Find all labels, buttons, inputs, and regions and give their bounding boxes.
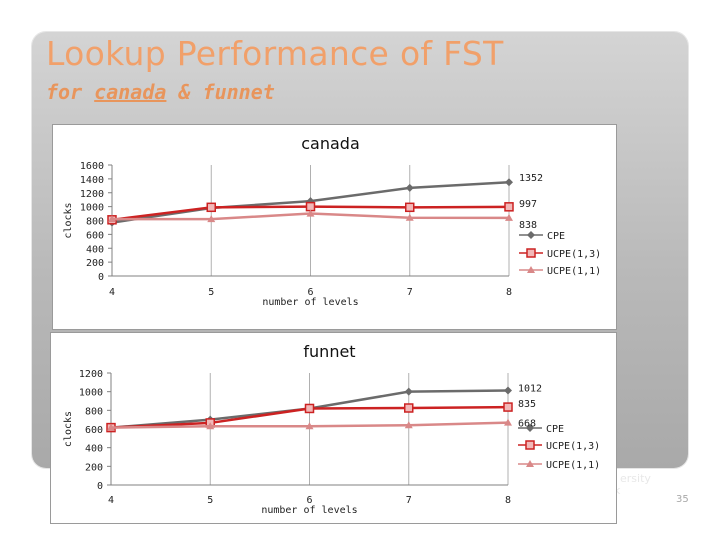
canada-y-tick-label: 600 [86,230,104,241]
funnet-series-ucpe-1-3-point [503,402,513,412]
canada-series-cpe-end-label: 1352 [519,173,543,184]
canada-y-tick-label: 200 [86,258,104,269]
chart-funnet-svg: funnet 0 200 400 600 800 1000 1200 4 5 6 7 8 number o… [63,342,600,516]
funnet-series-ucpe-1-3-end-label: 835 [518,399,536,410]
funnet-y-tick-label: 1200 [79,369,103,380]
canada-x-tick-label: 7 [407,287,413,298]
canada-title: canada [301,134,360,153]
funnet-series-cpe-point [504,386,512,395]
funnet-series-cpe-point [404,387,413,396]
funnet-series-ucpe-1-1-end-label: 668 [518,419,536,430]
canada-series-ucpe-1-1-legend-marker [527,266,535,273]
funnet-x-tick-label: 5 [207,495,213,506]
funnet-y-tick-label: 200 [85,462,103,473]
canada-series-cpe-point [405,183,414,192]
funnet-y-axis-label: clocks [63,411,74,447]
funnet-y-tick-label: 600 [85,425,103,436]
canada-y-tick-label: 1000 [80,203,104,214]
side-text-1: ersity [620,472,651,485]
funnet-series-ucpe-1-3-point [404,403,414,413]
funnet-series-ucpe-1-3-point [304,403,315,414]
funnet-series-ucpe-1-1-legend-marker [526,460,534,467]
funnet-series-cpe-legend-marker [526,424,534,432]
canada-series-ucpe-1-3-end-label: 997 [519,199,537,210]
canada-series-ucpe-1-3-point [305,201,316,212]
page-number: 35 [676,494,689,505]
funnet-y-tick-label: 400 [85,444,103,455]
subtitle-suffix: & funnet [166,80,275,104]
canada-series-ucpe-1-3-legend-label: UCPE(1,3) [547,249,601,260]
funnet-series-ucpe-1-1-point [404,421,413,429]
funnet-y-tick-label: 1000 [79,388,103,399]
canada-series-ucpe-1-1-point [505,213,513,221]
canada-y-tick-label: 1200 [80,189,104,200]
funnet-series-cpe-legend-label: CPE [546,424,564,435]
side-text-2: k [614,484,621,497]
canada-x-tick-label: 4 [109,287,115,298]
funnet-series-ucpe-1-3-legend-label: UCPE(1,3) [546,441,600,452]
canada-series-ucpe-1-1-point [207,215,216,223]
canada-series-cpe-legend-label: CPE [547,231,565,242]
canada-x-tick-label: 5 [208,287,214,298]
canada-y-tick-label: 1600 [80,161,104,172]
funnet-x-tick-label: 7 [406,495,412,506]
canada-series-ucpe-1-1-legend-label: UCPE(1,1) [547,266,601,277]
funnet-x-tick-label: 6 [306,495,312,506]
funnet-y-tick-label: 0 [97,481,103,492]
canada-x-tick-label: 6 [307,287,313,298]
canada-y-tick-label: 1400 [80,175,104,186]
canada-y-tick-label: 800 [86,217,104,228]
funnet-x-tick-label: 8 [505,495,511,506]
subtitle-prefix: for [46,80,95,104]
canada-x-axis-label: number of levels [262,297,358,308]
funnet-title: funnet [303,342,355,361]
funnet-series-ucpe-1-1-point [206,422,215,430]
funnet-series-ucpe-1-1-point [504,418,512,426]
canada-y-tick-label: 0 [98,272,104,283]
canada-series-ucpe-1-1-point [108,215,116,223]
canada-series-cpe-legend-marker [527,231,535,239]
canada-series-cpe-point [505,178,513,187]
funnet-x-axis-label: number of levels [261,505,357,516]
subtitle-link[interactable]: canada [94,80,167,104]
funnet-y-tick-label: 800 [85,406,103,417]
funnet-series-ucpe-1-1-point [107,423,115,431]
slide-title: Lookup Performance of FST [46,34,504,73]
canada-series-ucpe-1-3-point [405,202,415,213]
chart-canada-svg: canada 0 200 400 600 800 1000 1200 1400 1600 4 5 6 7 8… [63,134,601,308]
canada-series-ucpe-1-1-end-label: 838 [519,220,537,231]
canada-series-ucpe-1-1-point [405,213,414,221]
chart-funnet: funnet 0 200 400 600 800 1000 1200 4 5 6 7 8 number o… [50,332,617,524]
funnet-series-ucpe-1-3-legend-marker [525,440,535,450]
canada-x-tick-label: 8 [506,287,512,298]
canada-series-ucpe-1-3-point [504,202,514,212]
canada-series-ucpe-1-3-point [206,202,216,213]
slide-subtitle: for canada & funnet [46,80,275,104]
funnet-x-tick-label: 4 [108,495,114,506]
funnet-series-cpe-end-label: 1012 [518,384,542,395]
funnet-series-ucpe-1-1-legend-label: UCPE(1,1) [546,460,600,471]
canada-y-tick-label: 400 [86,244,104,255]
canada-y-axis-label: clocks [63,202,74,238]
funnet-series-ucpe-1-1-point [305,422,314,430]
canada-series-ucpe-1-3-legend-marker [526,248,536,258]
canada-series-ucpe-1-1-point [306,209,315,217]
chart-canada: canada 0 200 400 600 800 1000 1200 1400 1600 4 5 6 7 8… [52,124,617,330]
